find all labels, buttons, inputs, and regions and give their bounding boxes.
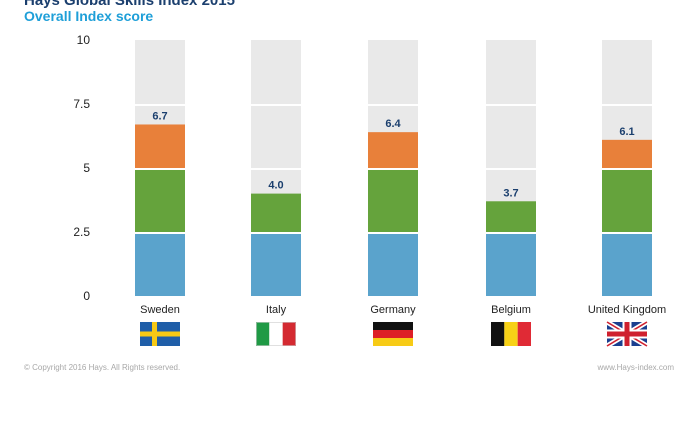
y-tick-label: 10 bbox=[77, 33, 91, 47]
y-tick-label: 7.5 bbox=[73, 97, 90, 111]
bar-sweden-segment bbox=[135, 234, 185, 296]
bar-united-kingdom-segment bbox=[602, 139, 652, 168]
bar-germany-segment bbox=[368, 170, 418, 232]
bar-italy-segment bbox=[251, 193, 301, 232]
bar-track-segment bbox=[135, 40, 185, 104]
data-label: 3.7 bbox=[503, 187, 518, 199]
bar-belgium-segment bbox=[486, 201, 536, 232]
bar-belgium-segment bbox=[486, 234, 536, 296]
data-label: 6.4 bbox=[385, 118, 401, 130]
bar-sweden-segment bbox=[135, 170, 185, 232]
x-tick-label: United Kingdom bbox=[588, 304, 666, 316]
x-tick-label: Sweden bbox=[140, 304, 180, 316]
data-label: 6.7 bbox=[152, 110, 167, 122]
bar-germany-segment bbox=[368, 234, 418, 296]
bar-track-segment bbox=[251, 106, 301, 168]
copyright-text: © Copyright 2016 Hays. All Rights reserv… bbox=[24, 363, 181, 372]
y-tick-label: 0 bbox=[83, 289, 90, 303]
website-link[interactable]: www.Hays-index.com bbox=[597, 363, 674, 372]
chart-subtitle: Overall Index score bbox=[24, 8, 154, 24]
y-tick-label: 5 bbox=[83, 161, 90, 175]
belgium-flag bbox=[491, 322, 531, 346]
germany-flag bbox=[373, 322, 413, 346]
data-label: 4.0 bbox=[268, 180, 283, 192]
x-tick-label: Italy bbox=[266, 304, 287, 316]
bar-united-kingdom-segment bbox=[602, 234, 652, 296]
sweden-flag bbox=[140, 322, 180, 346]
bar-track-segment bbox=[251, 40, 301, 104]
bar-united-kingdom-segment bbox=[602, 170, 652, 232]
uk-flag bbox=[605, 319, 649, 349]
data-label: 6.1 bbox=[619, 126, 634, 138]
bar-track-segment bbox=[602, 40, 652, 104]
x-tick-label: Belgium bbox=[491, 304, 531, 316]
bar-track-segment bbox=[368, 40, 418, 104]
bar-italy-segment bbox=[251, 234, 301, 296]
bar-track-segment bbox=[486, 40, 536, 104]
chart-title: Hays Global Skills Index 2015 bbox=[24, 0, 235, 9]
bar-sweden-segment bbox=[135, 124, 185, 168]
bar-germany-segment bbox=[368, 132, 418, 168]
x-tick-label: Germany bbox=[370, 304, 416, 316]
bar-track-segment bbox=[486, 106, 536, 168]
y-tick-label: 2.5 bbox=[73, 225, 90, 239]
italy-flag bbox=[256, 322, 296, 346]
